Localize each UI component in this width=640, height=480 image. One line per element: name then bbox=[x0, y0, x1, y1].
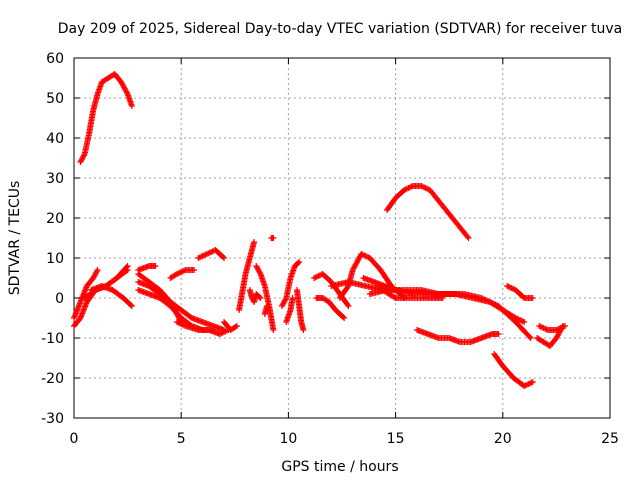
data-point bbox=[221, 255, 228, 261]
data-point bbox=[521, 319, 528, 325]
data-point bbox=[123, 267, 130, 274]
data-point bbox=[465, 235, 472, 241]
data-point bbox=[128, 303, 135, 309]
data-point bbox=[529, 379, 536, 385]
series-arc-15 bbox=[246, 287, 264, 305]
data-point bbox=[128, 103, 135, 109]
data-point bbox=[81, 152, 88, 159]
series-arc-11 bbox=[167, 267, 198, 281]
x-tick-label: 5 bbox=[177, 431, 186, 447]
series-arc-18 bbox=[268, 235, 277, 241]
data-point bbox=[232, 323, 239, 330]
series-arc-2 bbox=[71, 267, 101, 321]
series-arc-31 bbox=[414, 327, 502, 345]
data-point bbox=[526, 333, 533, 340]
series-arc-19 bbox=[278, 259, 303, 309]
y-tick-label: 30 bbox=[46, 171, 64, 187]
data-point bbox=[251, 239, 258, 245]
series-arc-25 bbox=[328, 279, 399, 301]
y-tick-label: 10 bbox=[46, 251, 64, 267]
series-arc-10 bbox=[173, 319, 232, 337]
y-tick-label: 60 bbox=[46, 51, 64, 67]
series-arc-1 bbox=[77, 71, 135, 165]
x-tick-label: 10 bbox=[279, 431, 297, 447]
series-arc-23 bbox=[313, 295, 348, 321]
data-point bbox=[300, 327, 307, 333]
data-point bbox=[256, 294, 263, 300]
series-arc-21 bbox=[293, 287, 307, 333]
data-point bbox=[256, 269, 263, 276]
series-arc-12 bbox=[195, 247, 228, 261]
data-point bbox=[127, 302, 134, 308]
data-point bbox=[233, 323, 240, 329]
y-tick-label: -30 bbox=[41, 411, 64, 427]
series-arc-17 bbox=[261, 303, 270, 317]
data-point bbox=[270, 235, 277, 241]
data-point bbox=[345, 303, 352, 309]
data-point bbox=[341, 315, 348, 321]
data-point bbox=[123, 89, 130, 96]
series-arc-30 bbox=[392, 295, 446, 301]
series-arc-7 bbox=[135, 263, 159, 273]
series-arc-9 bbox=[135, 287, 217, 333]
data-point bbox=[191, 267, 198, 273]
data-point bbox=[263, 303, 270, 309]
y-tick-label: 50 bbox=[46, 91, 64, 107]
series-arc-14 bbox=[236, 239, 258, 313]
y-tick-label: 20 bbox=[46, 211, 64, 227]
data-point bbox=[295, 260, 302, 266]
data-point bbox=[561, 323, 568, 329]
data-point bbox=[529, 295, 536, 301]
data-point bbox=[391, 294, 398, 301]
data-point bbox=[344, 301, 351, 308]
y-axis-ticks: 60 50 40 30 20 10 0 -10 -20 -30 bbox=[41, 51, 610, 427]
series-arc-32 bbox=[491, 351, 536, 389]
series-arc-29 bbox=[384, 183, 472, 241]
y-tick-label: -10 bbox=[41, 331, 64, 347]
data-point bbox=[495, 331, 502, 337]
x-tick-label: 15 bbox=[387, 431, 405, 447]
data-point bbox=[152, 263, 159, 269]
x-tick-label: 20 bbox=[494, 431, 512, 447]
chart-title: Day 209 of 2025, Sidereal Day-to-day VTE… bbox=[58, 21, 622, 37]
plot-frame bbox=[73, 57, 611, 419]
series-arc-35 bbox=[536, 323, 568, 333]
data-point bbox=[464, 233, 471, 240]
series-arc-4 bbox=[88, 283, 135, 309]
series-arc-28 bbox=[375, 283, 534, 341]
data-point bbox=[527, 335, 534, 341]
x-axis-label: GPS time / hours bbox=[281, 459, 398, 475]
series-arc-16 bbox=[253, 263, 277, 333]
series-arc-20 bbox=[283, 295, 296, 325]
y-tick-label: 40 bbox=[46, 131, 64, 147]
series-arc-5 bbox=[81, 267, 131, 301]
y-axis-label: SDTVAR / TECUs bbox=[7, 181, 23, 296]
data-point bbox=[270, 327, 277, 333]
y-tick-label: 0 bbox=[55, 291, 64, 307]
data-point bbox=[439, 295, 446, 301]
data-point bbox=[220, 254, 227, 260]
series-arc-13 bbox=[221, 319, 240, 333]
data-point bbox=[289, 295, 296, 301]
data-point bbox=[282, 296, 289, 303]
x-axis-ticks: 0 5 10 15 20 25 bbox=[70, 58, 619, 447]
data-point bbox=[93, 268, 100, 275]
data-marks bbox=[71, 71, 568, 389]
data-point bbox=[124, 267, 131, 273]
y-tick-label: -20 bbox=[41, 371, 64, 387]
grid bbox=[74, 58, 610, 418]
x-tick-label: 25 bbox=[601, 431, 619, 447]
data-point bbox=[296, 259, 303, 265]
data-point bbox=[340, 314, 347, 320]
data-point bbox=[257, 295, 264, 301]
series-arc-33 bbox=[504, 283, 536, 301]
data-point bbox=[94, 267, 101, 273]
x-tick-label: 0 bbox=[70, 431, 79, 447]
